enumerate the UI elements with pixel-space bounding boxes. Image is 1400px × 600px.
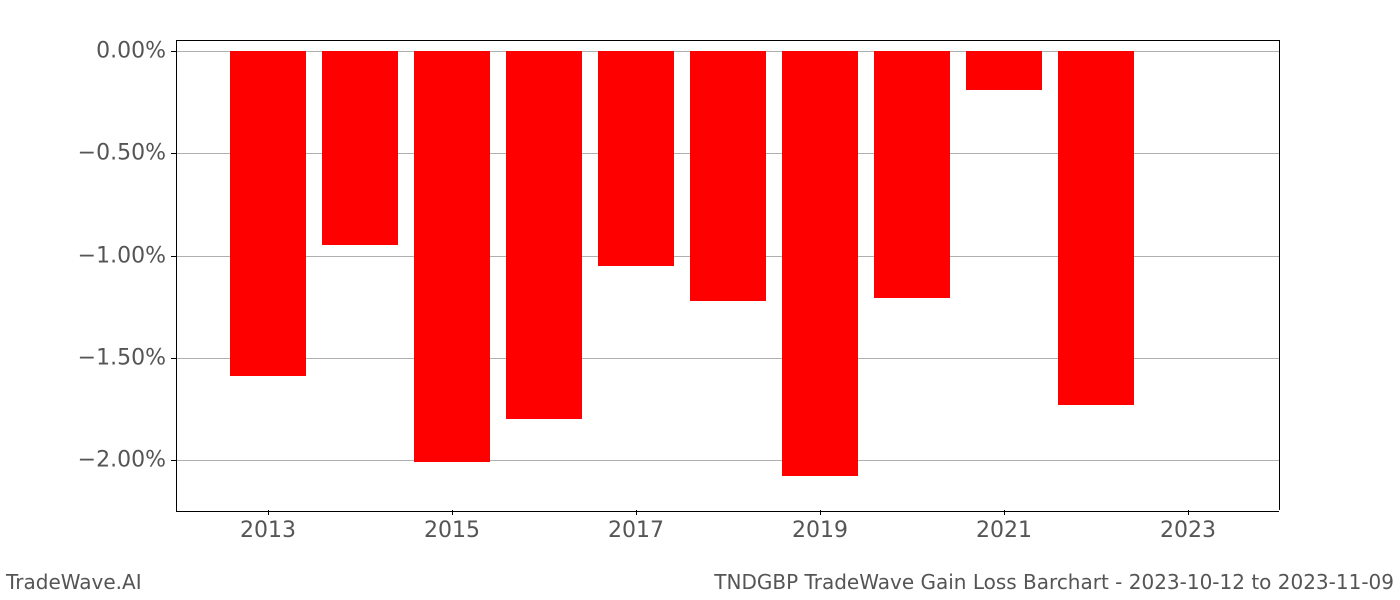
ytick-label: 0.00%	[96, 39, 176, 64]
xtick-label: 2023	[1160, 510, 1216, 543]
x-axis-spine	[176, 511, 1279, 512]
bar	[690, 51, 765, 300]
bar	[414, 51, 489, 462]
bar	[966, 51, 1041, 90]
footer-left-text: TradeWave.AI	[6, 570, 142, 594]
ytick-label: −1.00%	[78, 243, 176, 268]
plot-area: 0.00%−0.50%−1.00%−1.50%−2.00%20132015201…	[176, 40, 1280, 510]
ytick-label: −2.00%	[78, 447, 176, 472]
ytick-label: −0.50%	[78, 141, 176, 166]
bar	[782, 51, 857, 476]
bar	[322, 51, 397, 245]
y-axis-spine	[176, 41, 177, 511]
ytick-label: −1.50%	[78, 345, 176, 370]
xtick-label: 2017	[608, 510, 664, 543]
xtick-label: 2021	[976, 510, 1032, 543]
gridline	[176, 460, 1279, 461]
xtick-label: 2015	[424, 510, 480, 543]
bar	[506, 51, 581, 419]
bar	[1058, 51, 1133, 405]
chart-container: 0.00% −0.50% −1.00% −1.50% −2.00% 2013 2015 201…	[0, 0, 1400, 600]
bar	[598, 51, 673, 266]
bar	[230, 51, 305, 376]
bar	[874, 51, 949, 298]
xtick-label: 2013	[240, 510, 296, 543]
footer-right-text: TNDGBP TradeWave Gain Loss Barchart - 20…	[714, 570, 1394, 594]
xtick-label: 2019	[792, 510, 848, 543]
